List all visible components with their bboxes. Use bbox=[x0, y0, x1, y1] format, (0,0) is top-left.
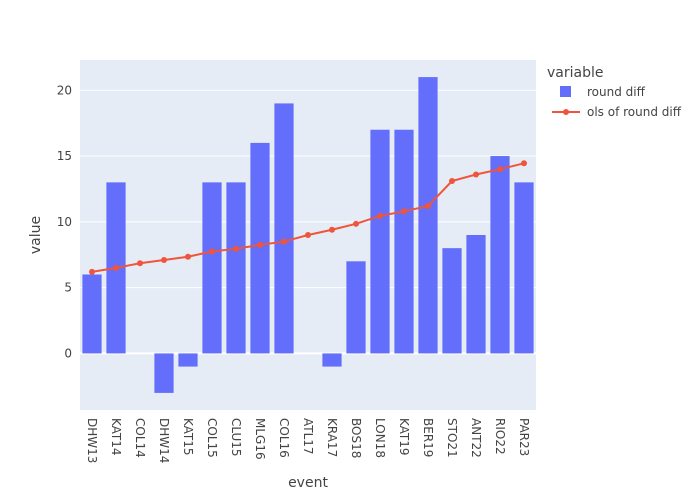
legend-title: variable bbox=[547, 65, 603, 81]
x-axis-title: event bbox=[288, 475, 328, 491]
legend-item-ols[interactable]: ols of round diff bbox=[552, 105, 682, 119]
bar-COL16[interactable] bbox=[274, 103, 294, 354]
y-tick-labels: 0 5 10 15 20 bbox=[57, 83, 72, 360]
legend-swatch-bar bbox=[560, 86, 571, 97]
ols-point-KAT19[interactable] bbox=[401, 208, 407, 215]
bar-KRA17[interactable] bbox=[322, 353, 342, 367]
bar-MLG16[interactable] bbox=[250, 142, 270, 354]
bar-LON18[interactable] bbox=[370, 129, 390, 354]
ols-point-DHW13[interactable] bbox=[89, 268, 95, 275]
ols-point-DHW14[interactable] bbox=[161, 257, 167, 263]
y-tick-label: 15 bbox=[57, 149, 72, 163]
bar-COL15[interactable] bbox=[202, 182, 222, 354]
bar-BER19[interactable] bbox=[418, 77, 438, 354]
ols-point-ATL17[interactable] bbox=[305, 232, 311, 238]
x-tick-label: KRA17 bbox=[325, 418, 339, 457]
y-tick-label: 5 bbox=[64, 281, 72, 295]
x-tick-label: RIO22 bbox=[493, 418, 507, 455]
x-tick-label: DHW14 bbox=[157, 418, 171, 463]
line-series bbox=[89, 160, 527, 275]
x-tick-label: KAT19 bbox=[397, 418, 411, 456]
bar-PAR23[interactable] bbox=[514, 182, 534, 354]
x-tick-label: COL14 bbox=[133, 418, 147, 458]
y-tick-label: 0 bbox=[64, 346, 72, 360]
legend-label-round-diff: round diff bbox=[587, 85, 646, 99]
ols-point-COL16[interactable] bbox=[281, 238, 287, 245]
ols-point-PAR23[interactable] bbox=[521, 160, 527, 167]
ols-point-ANT22[interactable] bbox=[473, 171, 479, 178]
bar-KAT19[interactable] bbox=[394, 129, 414, 354]
x-tick-label: LON18 bbox=[373, 418, 387, 458]
x-tick-label: COL15 bbox=[205, 418, 219, 458]
ols-point-LON18[interactable] bbox=[377, 212, 383, 219]
ols-point-CLU15[interactable] bbox=[233, 245, 239, 252]
x-tick-label: BOS18 bbox=[349, 418, 363, 458]
y-axis-title: value bbox=[28, 216, 44, 254]
x-tick-label: MLG16 bbox=[253, 418, 267, 460]
y-tick-label: 20 bbox=[57, 83, 72, 97]
x-tick-label: PAR23 bbox=[517, 418, 531, 456]
legend-label-ols: ols of round diff bbox=[587, 105, 682, 119]
ols-point-STO21[interactable] bbox=[449, 178, 455, 185]
bar-CLU15[interactable] bbox=[226, 182, 246, 354]
x-tick-label: COL16 bbox=[277, 418, 291, 458]
bar-STO21[interactable] bbox=[442, 248, 462, 354]
x-tick-label: KAT14 bbox=[109, 418, 123, 456]
ols-point-RIO22[interactable] bbox=[497, 166, 503, 173]
ols-point-KAT15[interactable] bbox=[185, 253, 191, 260]
legend-item-round-diff[interactable]: round diff bbox=[560, 85, 646, 99]
ols-point-BER19[interactable] bbox=[425, 203, 431, 210]
x-tick-label: STO21 bbox=[445, 418, 459, 458]
x-tick-label: ATL17 bbox=[301, 418, 315, 455]
x-tick-labels: DHW13 KAT14 COL14 DHW14 KAT15 COL15 CLU15 MLG16… bbox=[85, 418, 531, 463]
ols-point-BOS18[interactable] bbox=[353, 220, 359, 227]
ols-point-COL14[interactable] bbox=[137, 260, 143, 267]
bar-DHW13[interactable] bbox=[82, 274, 102, 354]
legend: variable round diff ols of round diff bbox=[547, 65, 682, 119]
bar-series bbox=[82, 77, 534, 393]
ols-point-KAT14[interactable] bbox=[113, 264, 119, 271]
x-tick-label: BER19 bbox=[421, 418, 435, 457]
x-tick-label: KAT15 bbox=[181, 418, 195, 456]
x-tick-label: CLU15 bbox=[229, 418, 243, 457]
legend-swatch-marker bbox=[563, 109, 569, 115]
x-tick-label: DHW13 bbox=[85, 418, 99, 463]
bar-ANT22[interactable] bbox=[466, 235, 486, 354]
bar-RIO22[interactable] bbox=[490, 156, 510, 354]
y-tick-label: 10 bbox=[57, 215, 72, 229]
bar-KAT15[interactable] bbox=[178, 353, 198, 367]
ols-point-COL15[interactable] bbox=[209, 248, 215, 255]
bar-DHW14[interactable] bbox=[154, 353, 174, 393]
ols-point-MLG16[interactable] bbox=[257, 241, 263, 248]
x-tick-label: ANT22 bbox=[469, 418, 483, 458]
ols-point-KRA17[interactable] bbox=[329, 226, 335, 233]
bar-BOS18[interactable] bbox=[346, 261, 366, 354]
